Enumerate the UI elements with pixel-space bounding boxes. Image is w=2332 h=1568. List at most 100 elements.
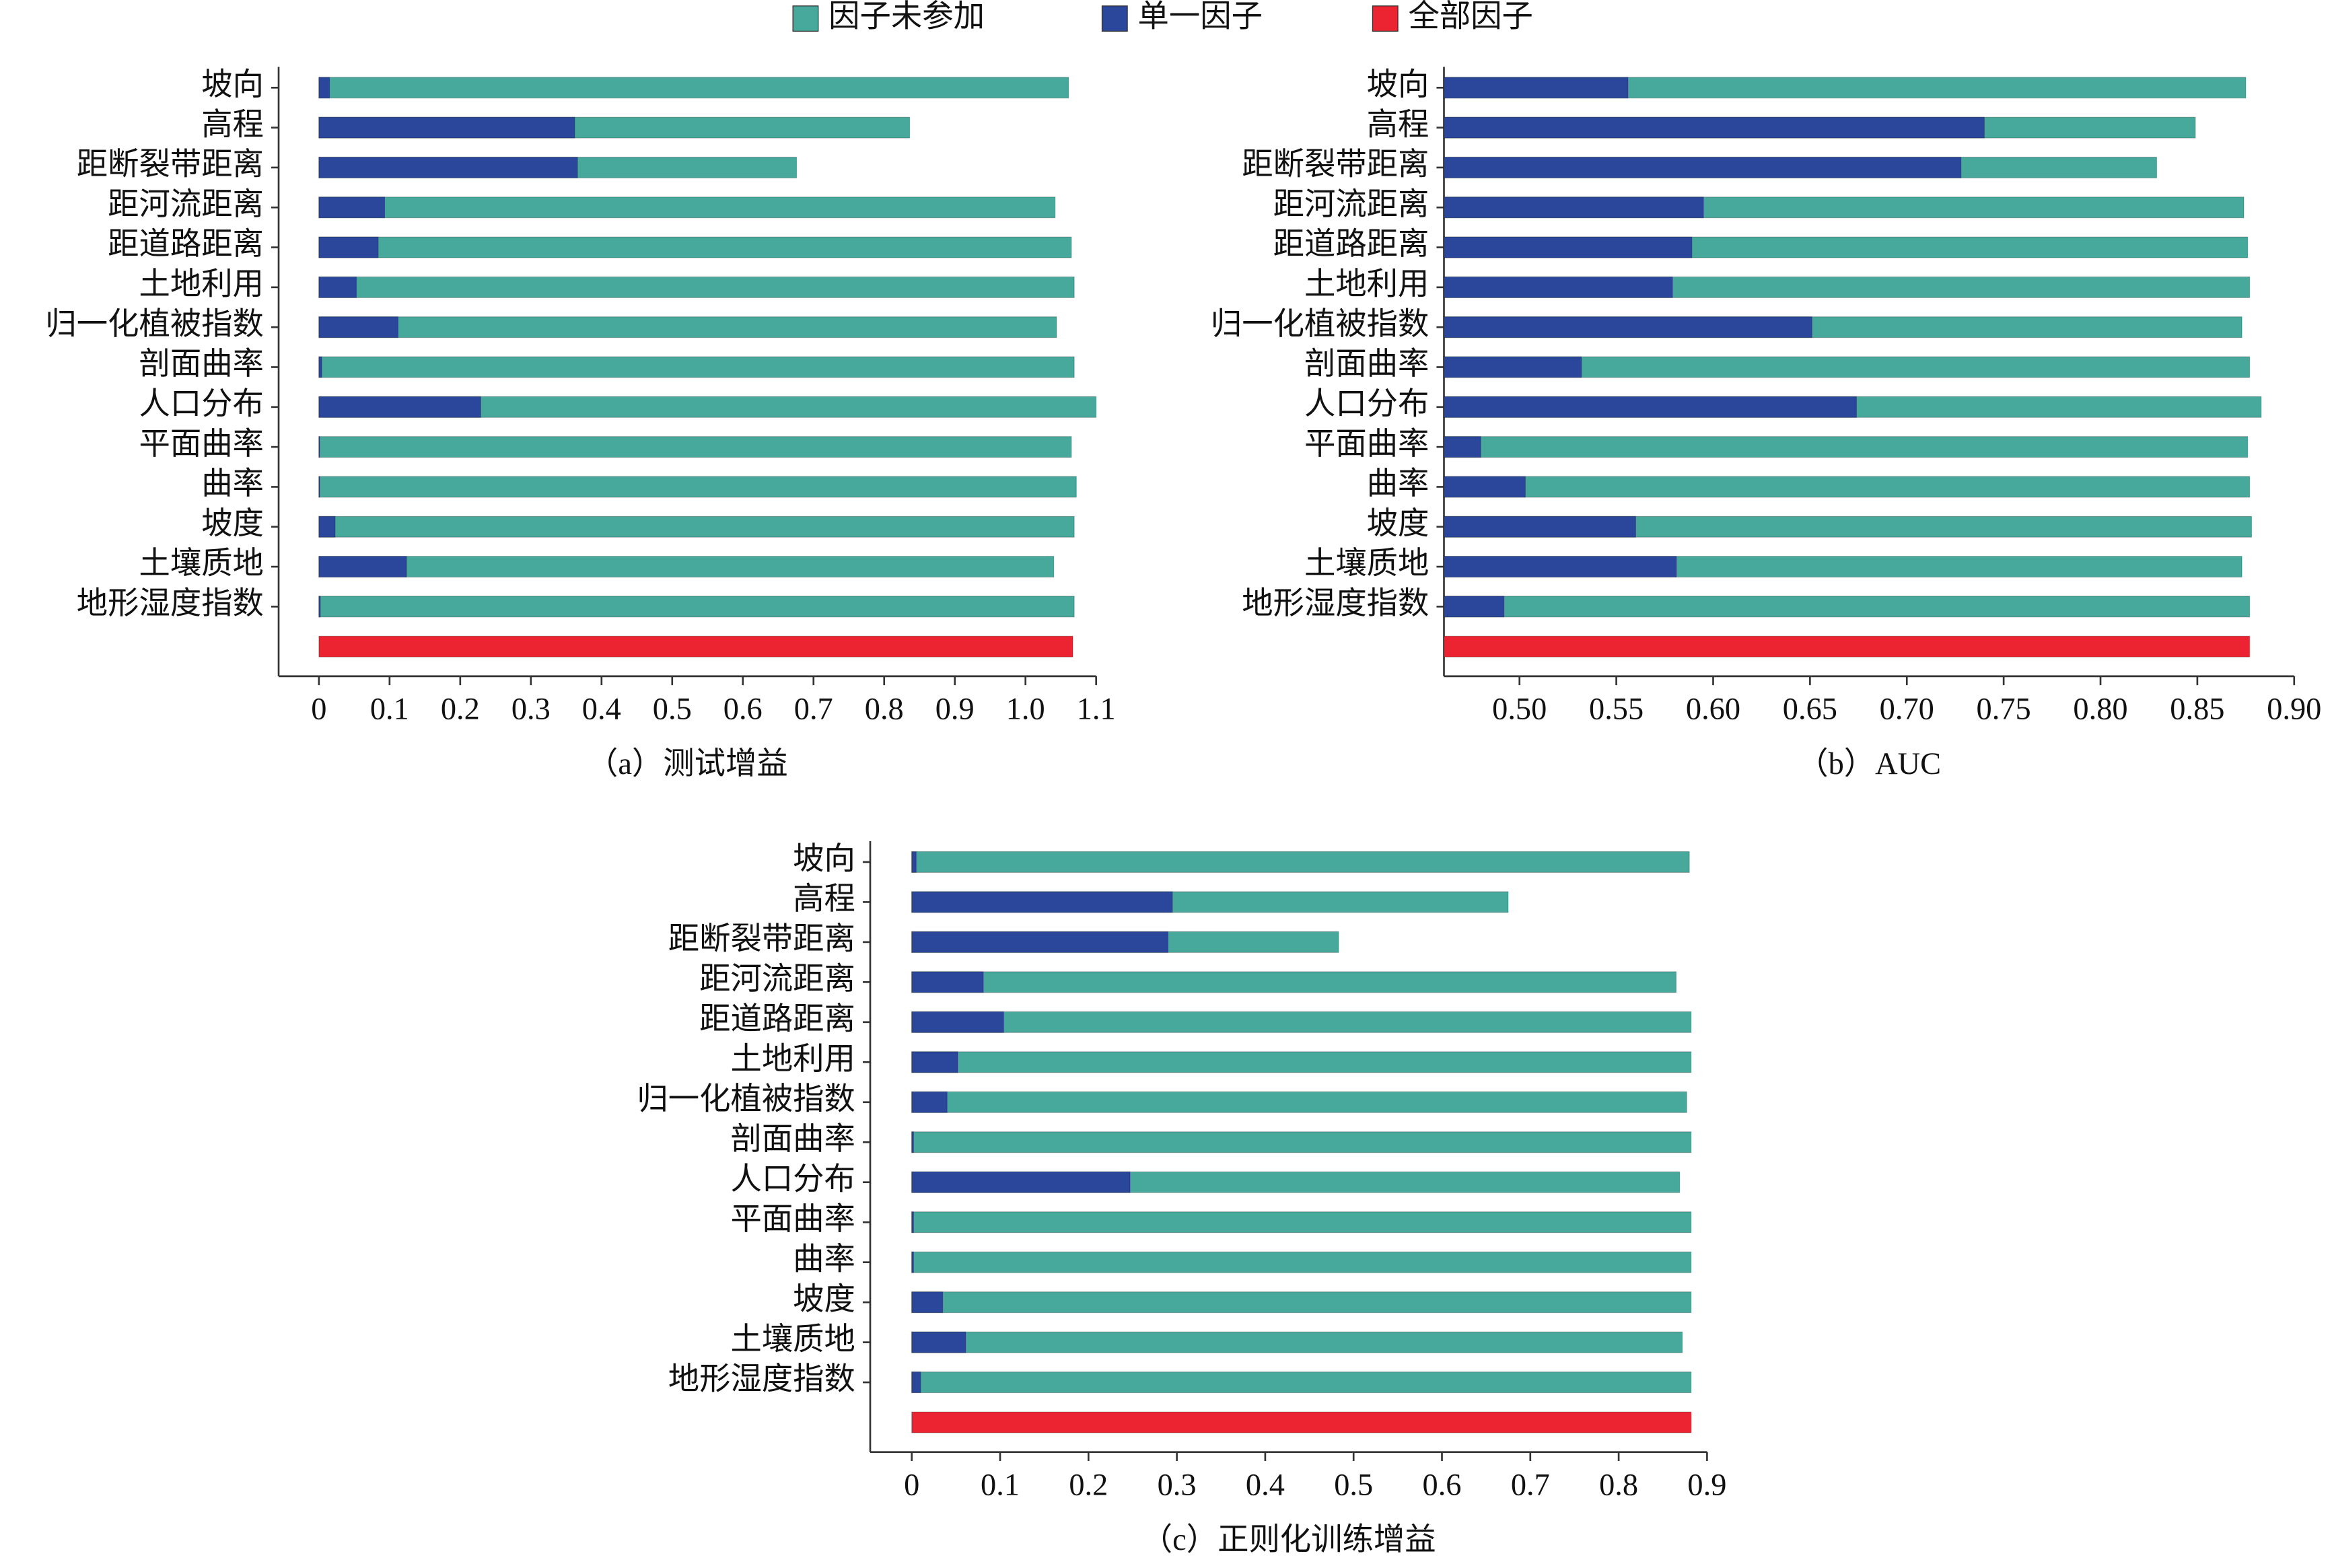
bar bbox=[318, 476, 1077, 498]
x-tick-label: 0.90 bbox=[2267, 692, 2321, 727]
x-tick-label: 0.5 bbox=[1334, 1468, 1373, 1502]
y-tick-label: 坡向 bbox=[1367, 68, 1429, 102]
y-tick-label: 归一化植被指数 bbox=[45, 308, 264, 342]
bar bbox=[318, 476, 320, 498]
legend-swatch bbox=[1101, 5, 1128, 32]
x-tick-label: 0.2 bbox=[1069, 1468, 1108, 1502]
legend-label: 全部因子 bbox=[1408, 0, 1532, 34]
bar bbox=[1443, 77, 1629, 99]
y-tick-label: 土地利用 bbox=[730, 1042, 855, 1077]
y-tick-label: 距断裂带距离 bbox=[1242, 148, 1429, 182]
x-tick-label: 0.6 bbox=[1423, 1468, 1462, 1502]
x-tick-label: 0 bbox=[311, 692, 326, 727]
x-tick-label: 0 bbox=[904, 1468, 919, 1502]
y-tick-label: 曲率 bbox=[1367, 467, 1429, 501]
bar bbox=[911, 1331, 1683, 1353]
bar bbox=[911, 1211, 1692, 1234]
bar bbox=[911, 931, 1169, 953]
x-tick-label: 0.70 bbox=[1880, 692, 1934, 727]
bar bbox=[1443, 476, 1526, 498]
bar bbox=[318, 396, 481, 418]
x-tick-label: 0.2 bbox=[441, 692, 480, 727]
bar bbox=[318, 316, 398, 338]
y-tick-label: 距道路距离 bbox=[1273, 227, 1429, 262]
bar bbox=[1443, 476, 2251, 498]
bar bbox=[318, 596, 321, 618]
y-tick-label: 平面曲率 bbox=[730, 1203, 855, 1237]
y-tick-label: 曲率 bbox=[793, 1242, 855, 1277]
x-tick-label: 0.7 bbox=[794, 692, 833, 727]
bar bbox=[318, 77, 330, 99]
y-tick-label: 距道路距离 bbox=[699, 1002, 855, 1036]
y-tick-label: 坡度 bbox=[1367, 507, 1429, 541]
bar bbox=[318, 156, 578, 178]
y-tick-label: 距河流距离 bbox=[1273, 188, 1429, 222]
bar bbox=[1443, 396, 1857, 418]
bar bbox=[1443, 276, 1673, 298]
bar bbox=[1443, 635, 2251, 657]
bar bbox=[911, 891, 1173, 913]
bar bbox=[911, 1291, 944, 1314]
bar bbox=[911, 1291, 1692, 1314]
bar bbox=[318, 236, 1072, 258]
x-tick-label: 0.65 bbox=[1783, 692, 1837, 727]
bar bbox=[911, 1131, 914, 1153]
x-tick-label: 0.3 bbox=[511, 692, 551, 727]
y-tick-label: 人口分布 bbox=[1304, 387, 1429, 421]
x-tick-label: 0.3 bbox=[1158, 1468, 1197, 1502]
y-tick-label: 土壤质地 bbox=[730, 1322, 855, 1357]
x-tick-label: 0.7 bbox=[1511, 1468, 1550, 1502]
bar bbox=[318, 556, 1055, 578]
x-tick-label: 0.9 bbox=[1687, 1468, 1726, 1502]
legend-swatch bbox=[1372, 5, 1399, 32]
y-tick-label: 坡向 bbox=[793, 843, 855, 877]
y-tick-label: 高程 bbox=[201, 108, 264, 142]
y-tick-label: 曲率 bbox=[201, 467, 264, 501]
bar bbox=[1443, 596, 1505, 618]
x-tick-label: 1.0 bbox=[1006, 692, 1045, 727]
bar bbox=[1443, 356, 1582, 378]
y-tick-label: 平面曲率 bbox=[1304, 427, 1429, 462]
bar bbox=[318, 197, 1056, 219]
x-tick-label: 0.1 bbox=[370, 692, 409, 727]
bar bbox=[911, 851, 917, 873]
y-tick-label: 高程 bbox=[1367, 108, 1429, 142]
chart-caption: （b）AUC bbox=[1797, 747, 1941, 781]
bar bbox=[1443, 116, 1985, 139]
y-tick-label: 剖面曲率 bbox=[139, 347, 263, 382]
y-tick-label: 距断裂带距离 bbox=[668, 923, 855, 957]
bar bbox=[318, 356, 1075, 378]
bar bbox=[911, 1091, 1687, 1113]
legend-label: 因子未参加 bbox=[828, 0, 985, 34]
bar bbox=[911, 1051, 1692, 1073]
bar bbox=[1443, 436, 2249, 458]
bar bbox=[911, 1171, 1131, 1193]
bar bbox=[318, 276, 357, 298]
bar bbox=[318, 197, 386, 219]
y-tick-label: 剖面曲率 bbox=[730, 1122, 855, 1157]
x-tick-label: 0.4 bbox=[1246, 1468, 1285, 1502]
x-tick-label: 0.6 bbox=[723, 692, 763, 727]
legend-label: 单一因子 bbox=[1138, 0, 1263, 34]
x-tick-label: 0.9 bbox=[935, 692, 975, 727]
y-tick-label: 坡向 bbox=[201, 68, 264, 102]
y-tick-label: 土壤质地 bbox=[1304, 546, 1429, 581]
x-tick-label: 0.85 bbox=[2170, 692, 2224, 727]
x-tick-label: 0.60 bbox=[1686, 692, 1740, 727]
x-tick-label: 0.80 bbox=[2073, 692, 2127, 727]
y-tick-label: 地形湿度指数 bbox=[1242, 587, 1429, 621]
bar bbox=[911, 1091, 948, 1113]
y-tick-label: 人口分布 bbox=[730, 1162, 855, 1197]
x-tick-label: 0.50 bbox=[1492, 692, 1547, 727]
bar bbox=[911, 1051, 958, 1073]
y-tick-label: 距断裂带距离 bbox=[77, 148, 264, 182]
bar bbox=[318, 515, 336, 538]
bar bbox=[318, 116, 575, 139]
y-tick-label: 土壤质地 bbox=[139, 546, 263, 581]
bar bbox=[911, 1251, 1692, 1273]
bar bbox=[318, 276, 1075, 298]
bar bbox=[318, 515, 1075, 538]
bar bbox=[1443, 596, 2251, 618]
bar bbox=[318, 436, 320, 458]
y-tick-label: 距道路距离 bbox=[108, 227, 264, 262]
